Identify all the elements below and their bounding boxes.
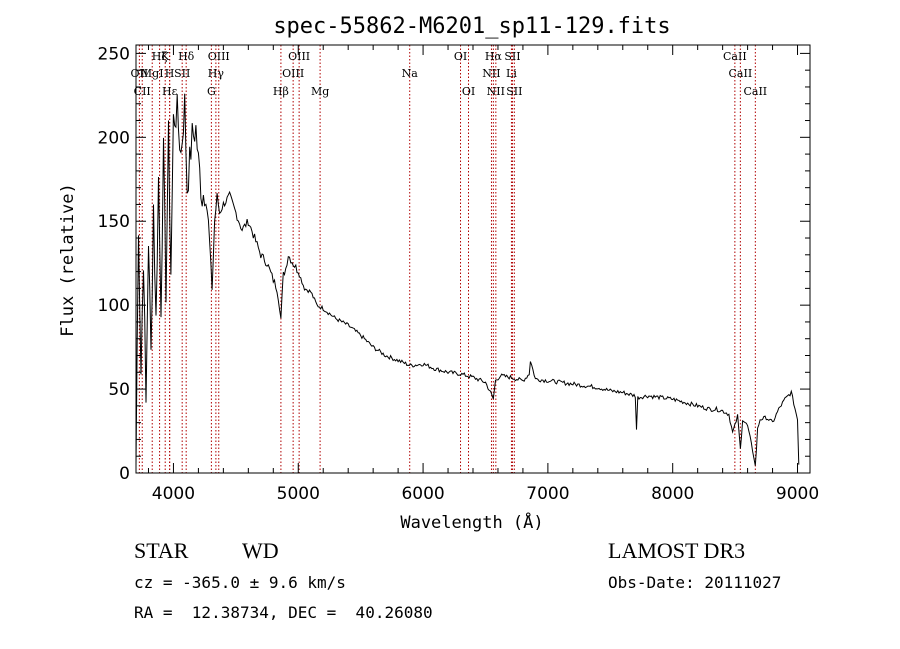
spectral-line-label: CII: [134, 85, 151, 98]
spectral-line-label: SII: [506, 85, 522, 98]
spectral-line-label: K: [161, 50, 170, 63]
spectral-line-label: Hγ: [208, 67, 225, 80]
x-tick-label: 6000: [401, 484, 444, 504]
spectral-line-label: OII: [131, 67, 149, 80]
spectral-line-label: OIII: [282, 67, 304, 80]
spectral-line-markers: [138, 45, 756, 473]
y-axis-ticks: 0 50 100 150 200 250: [98, 44, 810, 484]
spectral-line-label: MgI: [141, 67, 164, 80]
spectral-line-label: SII: [504, 50, 520, 63]
object-class: STAR: [134, 538, 189, 563]
spectral-line-label: NII: [487, 85, 505, 98]
spectral-line-label: OIII: [208, 50, 230, 63]
redshift-text: cz = -365.0 ± 9.6 km/s: [134, 573, 346, 592]
spectral-line-label: Hε: [162, 85, 178, 98]
spectral-line-label: Li: [506, 67, 517, 80]
spectral-line-label: OI: [462, 85, 475, 98]
spectral-line-label: SII: [174, 67, 190, 80]
x-tick-label: 8000: [651, 484, 694, 504]
spectral-line-label: CaII: [723, 50, 747, 63]
spectral-line-label: OI: [454, 50, 467, 63]
spectral-line-label: Hβ: [273, 85, 289, 98]
spectral-line-label: Hζ: [152, 50, 168, 63]
spectral-line-label: Hα: [485, 50, 503, 63]
spectral-line-label: Mg: [311, 85, 329, 98]
x-tick-label: 5000: [277, 484, 320, 504]
y-axis-label: Flux (relative): [58, 183, 78, 337]
coordinates: RA = 12.38734, DEC = 40.26080: [134, 603, 433, 622]
y-tick-label: 250: [98, 44, 130, 64]
survey-name: LAMOST DR3: [608, 538, 746, 563]
spectral-line-label: OIII: [288, 50, 310, 63]
x-axis-ticks: 4000 5000 6000 7000 8000 9000: [147, 45, 819, 504]
spectral-line-label: NII: [482, 67, 500, 80]
spectral-line-label: G: [207, 85, 216, 98]
spectral-line-label: Na: [402, 67, 419, 80]
spectral-line-label: CaII: [743, 85, 767, 98]
x-axis-label: Wavelength (Å): [400, 511, 543, 533]
y-tick-label: 0: [119, 464, 130, 484]
x-tick-label: 9000: [776, 484, 819, 504]
y-tick-label: 200: [98, 128, 130, 148]
x-tick-label: 4000: [152, 484, 195, 504]
spectral-line-label: Hδ: [178, 50, 195, 63]
spectral-line-label: H: [165, 67, 175, 80]
x-tick-label: 7000: [526, 484, 569, 504]
plot-frame: [135, 44, 811, 474]
spectral-line-label: CaII: [729, 67, 753, 80]
y-tick-label: 100: [98, 296, 130, 316]
obs-date: Obs-Date: 20111027: [608, 573, 782, 592]
chart-title: spec-55862-M6201_sp11-129.fits: [273, 14, 670, 39]
object-subclass: WD: [242, 538, 279, 563]
y-tick-label: 150: [98, 212, 130, 232]
y-tick-label: 50: [108, 380, 130, 400]
flux-series-line: [135, 93, 800, 466]
